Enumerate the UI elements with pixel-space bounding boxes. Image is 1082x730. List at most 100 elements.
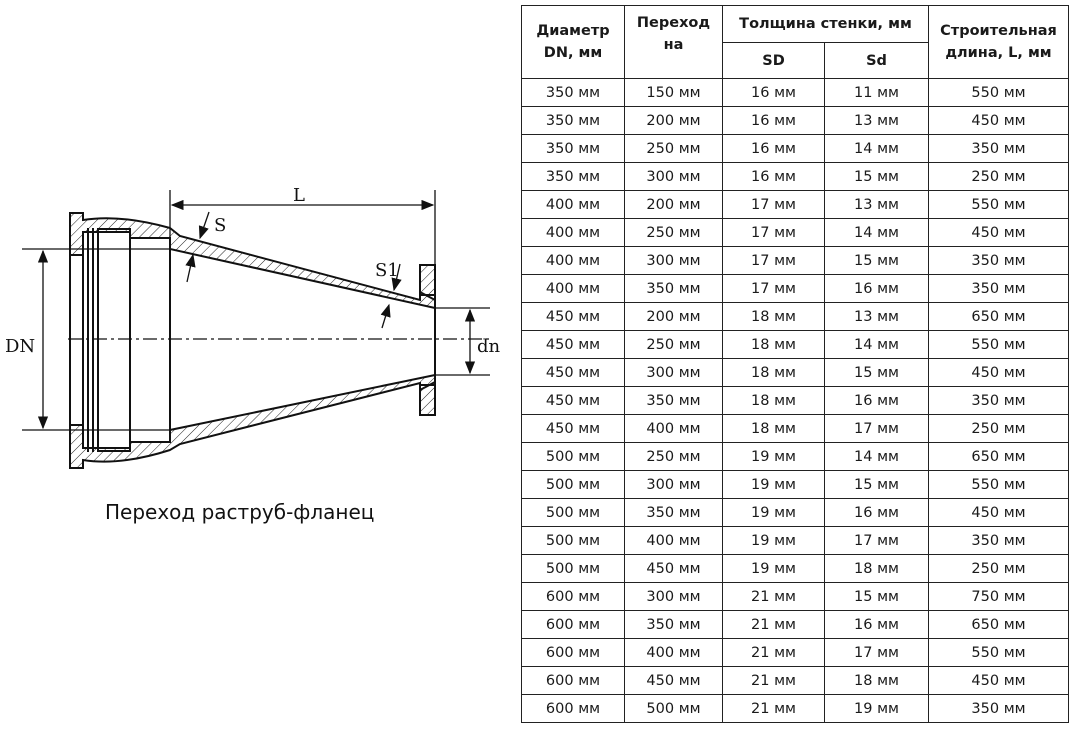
table-cell: 400 мм [521, 246, 625, 275]
table-cell: 300 мм [624, 246, 723, 275]
table-row: 400 мм 350 мм 17 мм 16 мм 350 мм [521, 274, 1069, 303]
table-cell: 300 мм [624, 358, 723, 387]
table-cell: 150 мм [624, 78, 723, 107]
table-row: 600 мм 400 мм 21 мм 17 мм 550 мм [521, 638, 1069, 667]
table-cell: 450 мм [928, 218, 1069, 247]
table-cell: 350 мм [624, 386, 723, 415]
table-cell: 500 мм [521, 498, 625, 527]
table-cell: 350 мм [521, 134, 625, 163]
table-row: 350 мм 200 мм 16 мм 13 мм 450 мм [521, 106, 1069, 135]
table-cell: 750 мм [928, 582, 1069, 611]
table-row: 450 мм 250 мм 18 мм 14 мм 550 мм [521, 330, 1069, 359]
table-row: 500 мм 400 мм 19 мм 17 мм 350 мм [521, 526, 1069, 555]
table-cell: 450 мм [624, 554, 723, 583]
table-cell: 550 мм [928, 190, 1069, 219]
table-cell: 350 мм [928, 134, 1069, 163]
table-cell: 19 мм [824, 694, 929, 723]
table-cell: 17 мм [824, 414, 929, 443]
table-cell: 350 мм [928, 274, 1069, 303]
label-S1: S1 [375, 260, 399, 281]
table-cell: 15 мм [824, 470, 929, 499]
table-cell: 250 мм [928, 554, 1069, 583]
table-cell: 350 мм [624, 610, 723, 639]
table-row: 450 мм 300 мм 18 мм 15 мм 450 мм [521, 358, 1069, 387]
table-cell: 19 мм [722, 470, 825, 499]
table-cell: 350 мм [624, 498, 723, 527]
table-cell: 11 мм [824, 78, 929, 107]
table-cell: 21 мм [722, 582, 825, 611]
reducer-drawing: L S S1 DN dn [5, 185, 501, 469]
table-cell: 15 мм [824, 162, 929, 191]
table-row: 350 мм 250 мм 16 мм 14 мм 350 мм [521, 134, 1069, 163]
table-cell: 16 мм [824, 386, 929, 415]
table-cell: 550 мм [928, 470, 1069, 499]
table-row: 600 мм 350 мм 21 мм 16 мм 650 мм [521, 610, 1069, 639]
table-cell: 250 мм [928, 414, 1069, 443]
table-cell: 17 мм [722, 218, 825, 247]
table-cell: 18 мм [722, 386, 825, 415]
table-cell: 18 мм [722, 358, 825, 387]
table-cell: 18 мм [722, 414, 825, 443]
table-cell: 600 мм [521, 610, 625, 639]
table-cell: 350 мм [928, 246, 1069, 275]
header-wall-thickness: Толщина стенки, мм [722, 5, 929, 43]
table-cell: 400 мм [624, 414, 723, 443]
bottom-wall [69, 373, 436, 469]
table-cell: 600 мм [521, 638, 625, 667]
table-row: 600 мм 300 мм 21 мм 15 мм 750 мм [521, 582, 1069, 611]
label-L: L [293, 185, 305, 206]
table-cell: 450 мм [521, 302, 625, 331]
table-cell: 450 мм [928, 106, 1069, 135]
table-cell: 450 мм [928, 358, 1069, 387]
label-DN: DN [5, 336, 35, 357]
table-cell: 450 мм [521, 330, 625, 359]
table-cell: 16 мм [722, 78, 825, 107]
header-Sd: Sd [824, 42, 929, 79]
table-cell: 15 мм [824, 358, 929, 387]
table-row: 400 мм 300 мм 17 мм 15 мм 350 мм [521, 246, 1069, 275]
table-cell: 400 мм [521, 274, 625, 303]
header-SD: SD [722, 42, 825, 79]
table-cell: 500 мм [521, 442, 625, 471]
table-cell: 600 мм [521, 666, 625, 695]
table-cell: 19 мм [722, 498, 825, 527]
table-cell: 400 мм [521, 190, 625, 219]
table-cell: 19 мм [722, 442, 825, 471]
table-cell: 18 мм [722, 330, 825, 359]
table-cell: 400 мм [521, 218, 625, 247]
table-cell: 400 мм [624, 526, 723, 555]
table-row: 500 мм 450 мм 19 мм 18 мм 250 мм [521, 554, 1069, 583]
drawing-caption: Переход раструб-фланец [105, 500, 375, 524]
table-cell: 21 мм [722, 666, 825, 695]
table-row: 500 мм 300 мм 19 мм 15 мм 550 мм [521, 470, 1069, 499]
table-cell: 300 мм [624, 582, 723, 611]
table-cell: 14 мм [824, 442, 929, 471]
table-cell: 19 мм [722, 554, 825, 583]
table-cell: 250 мм [624, 218, 723, 247]
table-cell: 300 мм [624, 470, 723, 499]
table-cell: 450 мм [521, 414, 625, 443]
table-cell: 21 мм [722, 694, 825, 723]
table-cell: 350 мм [521, 162, 625, 191]
table-row: 400 мм 200 мм 17 мм 13 мм 550 мм [521, 190, 1069, 219]
table-cell: 19 мм [722, 526, 825, 555]
table-cell: 550 мм [928, 330, 1069, 359]
table-cell: 250 мм [624, 330, 723, 359]
table-row: 500 мм 250 мм 19 мм 14 мм 650 мм [521, 442, 1069, 471]
table-row: 500 мм 350 мм 19 мм 16 мм 450 мм [521, 498, 1069, 527]
table-cell: 500 мм [521, 554, 625, 583]
table-cell: 250 мм [928, 162, 1069, 191]
table-cell: 14 мм [824, 134, 929, 163]
table-cell: 250 мм [624, 134, 723, 163]
table-cell: 16 мм [722, 162, 825, 191]
table-cell: 17 мм [824, 526, 929, 555]
table-cell: 200 мм [624, 302, 723, 331]
table-row: 600 мм 450 мм 21 мм 18 мм 450 мм [521, 666, 1069, 695]
table-cell: 650 мм [928, 302, 1069, 331]
table-row: 600 мм 500 мм 21 мм 19 мм 350 мм [521, 694, 1069, 723]
table-cell: 18 мм [824, 554, 929, 583]
table-cell: 200 мм [624, 106, 723, 135]
table-cell: 500 мм [521, 470, 625, 499]
table-cell: 17 мм [722, 274, 825, 303]
label-S: S [214, 215, 226, 236]
